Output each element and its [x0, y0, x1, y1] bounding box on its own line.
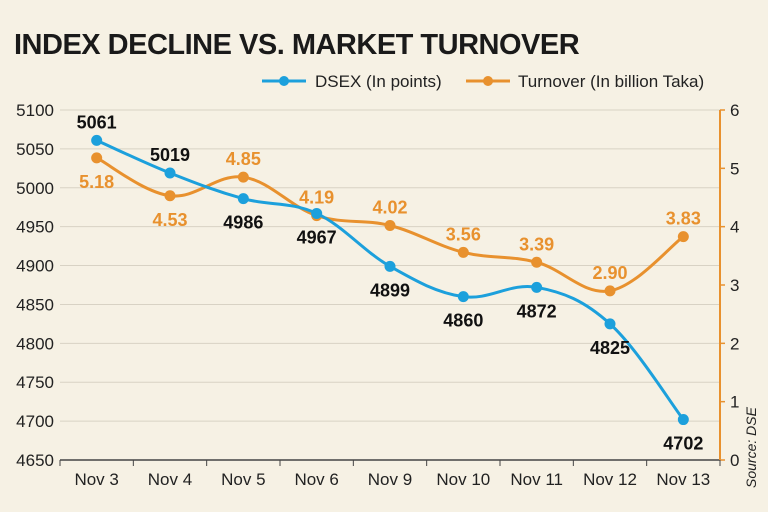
left-tick-label: 4650 — [16, 451, 54, 470]
turnover-point — [237, 171, 249, 183]
dsex-point — [384, 260, 396, 272]
turnover-point — [164, 190, 176, 202]
turnover-data-label: 3.83 — [666, 209, 701, 229]
turnover-data-label: 4.19 — [299, 188, 334, 208]
legend-turnover-marker — [483, 76, 493, 86]
turnover-data-label: 2.90 — [592, 263, 627, 283]
dsex-data-label: 4702 — [663, 434, 703, 454]
legend: DSEX (In points) Turnover (In billion Ta… — [262, 72, 704, 91]
dsex-point — [237, 193, 249, 205]
turnover-point — [604, 285, 616, 297]
x-tick-label: Nov 11 — [510, 470, 563, 489]
left-tick-label: 5050 — [16, 140, 54, 159]
x-tick-label: Nov 3 — [74, 470, 118, 489]
right-tick-label: 3 — [730, 276, 739, 295]
left-tick-label: 4900 — [16, 257, 54, 276]
dsex-point — [604, 318, 616, 330]
dsex-point — [531, 281, 543, 293]
left-tick-label: 5100 — [16, 101, 54, 120]
dsex-point — [91, 134, 103, 146]
left-tick-label: 4850 — [16, 295, 54, 314]
turnover-point — [457, 246, 469, 258]
x-tick-label: Nov 12 — [583, 470, 637, 489]
dsex-point — [164, 167, 176, 179]
legend-dsex-label: DSEX (In points) — [315, 72, 442, 91]
legend-dsex-marker — [279, 76, 289, 86]
turnover-data-label: 4.02 — [372, 198, 407, 218]
turnover-point — [677, 231, 689, 243]
turnover-data-label: 3.39 — [519, 234, 554, 254]
turnover-data-label: 5.18 — [79, 172, 114, 192]
x-axis-ticks: Nov 3 Nov 4 Nov 5 Nov 6 Nov 9 Nov 10 Nov 11 Nov… — [59, 460, 721, 489]
dsex-data-label: 5061 — [77, 112, 117, 132]
turnover-point — [91, 152, 103, 164]
dsex-data-label: 4986 — [223, 213, 263, 233]
left-tick-label: 5000 — [16, 179, 54, 198]
x-tick-label: Nov 6 — [294, 470, 338, 489]
x-tick-label: Nov 13 — [656, 470, 710, 489]
dsex-data-label: 4967 — [297, 227, 337, 247]
right-tick-label: 0 — [730, 451, 739, 470]
left-tick-label: 4950 — [16, 218, 54, 237]
right-axis-ticks: 0 1 2 3 4 5 6 — [720, 101, 739, 470]
series — [91, 134, 689, 426]
right-tick-label: 5 — [730, 159, 739, 178]
right-tick-label: 2 — [730, 334, 739, 353]
left-tick-label: 4800 — [16, 334, 54, 353]
turnover-data-label: 3.56 — [446, 224, 481, 244]
left-tick-label: 4700 — [16, 412, 54, 431]
turnover-point — [531, 256, 543, 268]
source-note: Source: DSE — [743, 406, 759, 488]
dsex-point — [457, 291, 469, 303]
dsex-point — [677, 414, 689, 426]
legend-turnover-label: Turnover (In billion Taka) — [518, 72, 704, 91]
x-tick-label: Nov 4 — [148, 470, 192, 489]
dsex-data-label: 4872 — [517, 301, 557, 321]
dsex-data-label: 4825 — [590, 338, 630, 358]
right-tick-label: 6 — [730, 101, 739, 120]
left-tick-label: 4750 — [16, 373, 54, 392]
x-tick-label: Nov 10 — [436, 470, 490, 489]
right-tick-label: 1 — [730, 393, 739, 412]
turnover-point — [384, 220, 396, 231]
right-tick-label: 4 — [730, 218, 739, 237]
x-tick-label: Nov 5 — [221, 470, 265, 489]
turnover-data-label: 4.85 — [226, 149, 261, 169]
data-labels: 5061 5019 4986 4967 4899 4860 4872 4825 4702 5.18… — [77, 112, 704, 453]
left-axis-ticks: 4650 4700 4750 4800 4850 4900 4950 5000 5050 5100 — [16, 101, 54, 470]
chart-title: INDEX DECLINE VS. MARKET TURNOVER — [14, 29, 580, 61]
dsex-data-label: 4899 — [370, 280, 410, 300]
x-tick-label: Nov 9 — [368, 470, 412, 489]
dsex-point — [311, 207, 323, 219]
turnover-data-label: 4.53 — [152, 210, 187, 230]
dsex-data-label: 4860 — [443, 311, 483, 331]
dsex-data-label: 5019 — [150, 145, 190, 165]
